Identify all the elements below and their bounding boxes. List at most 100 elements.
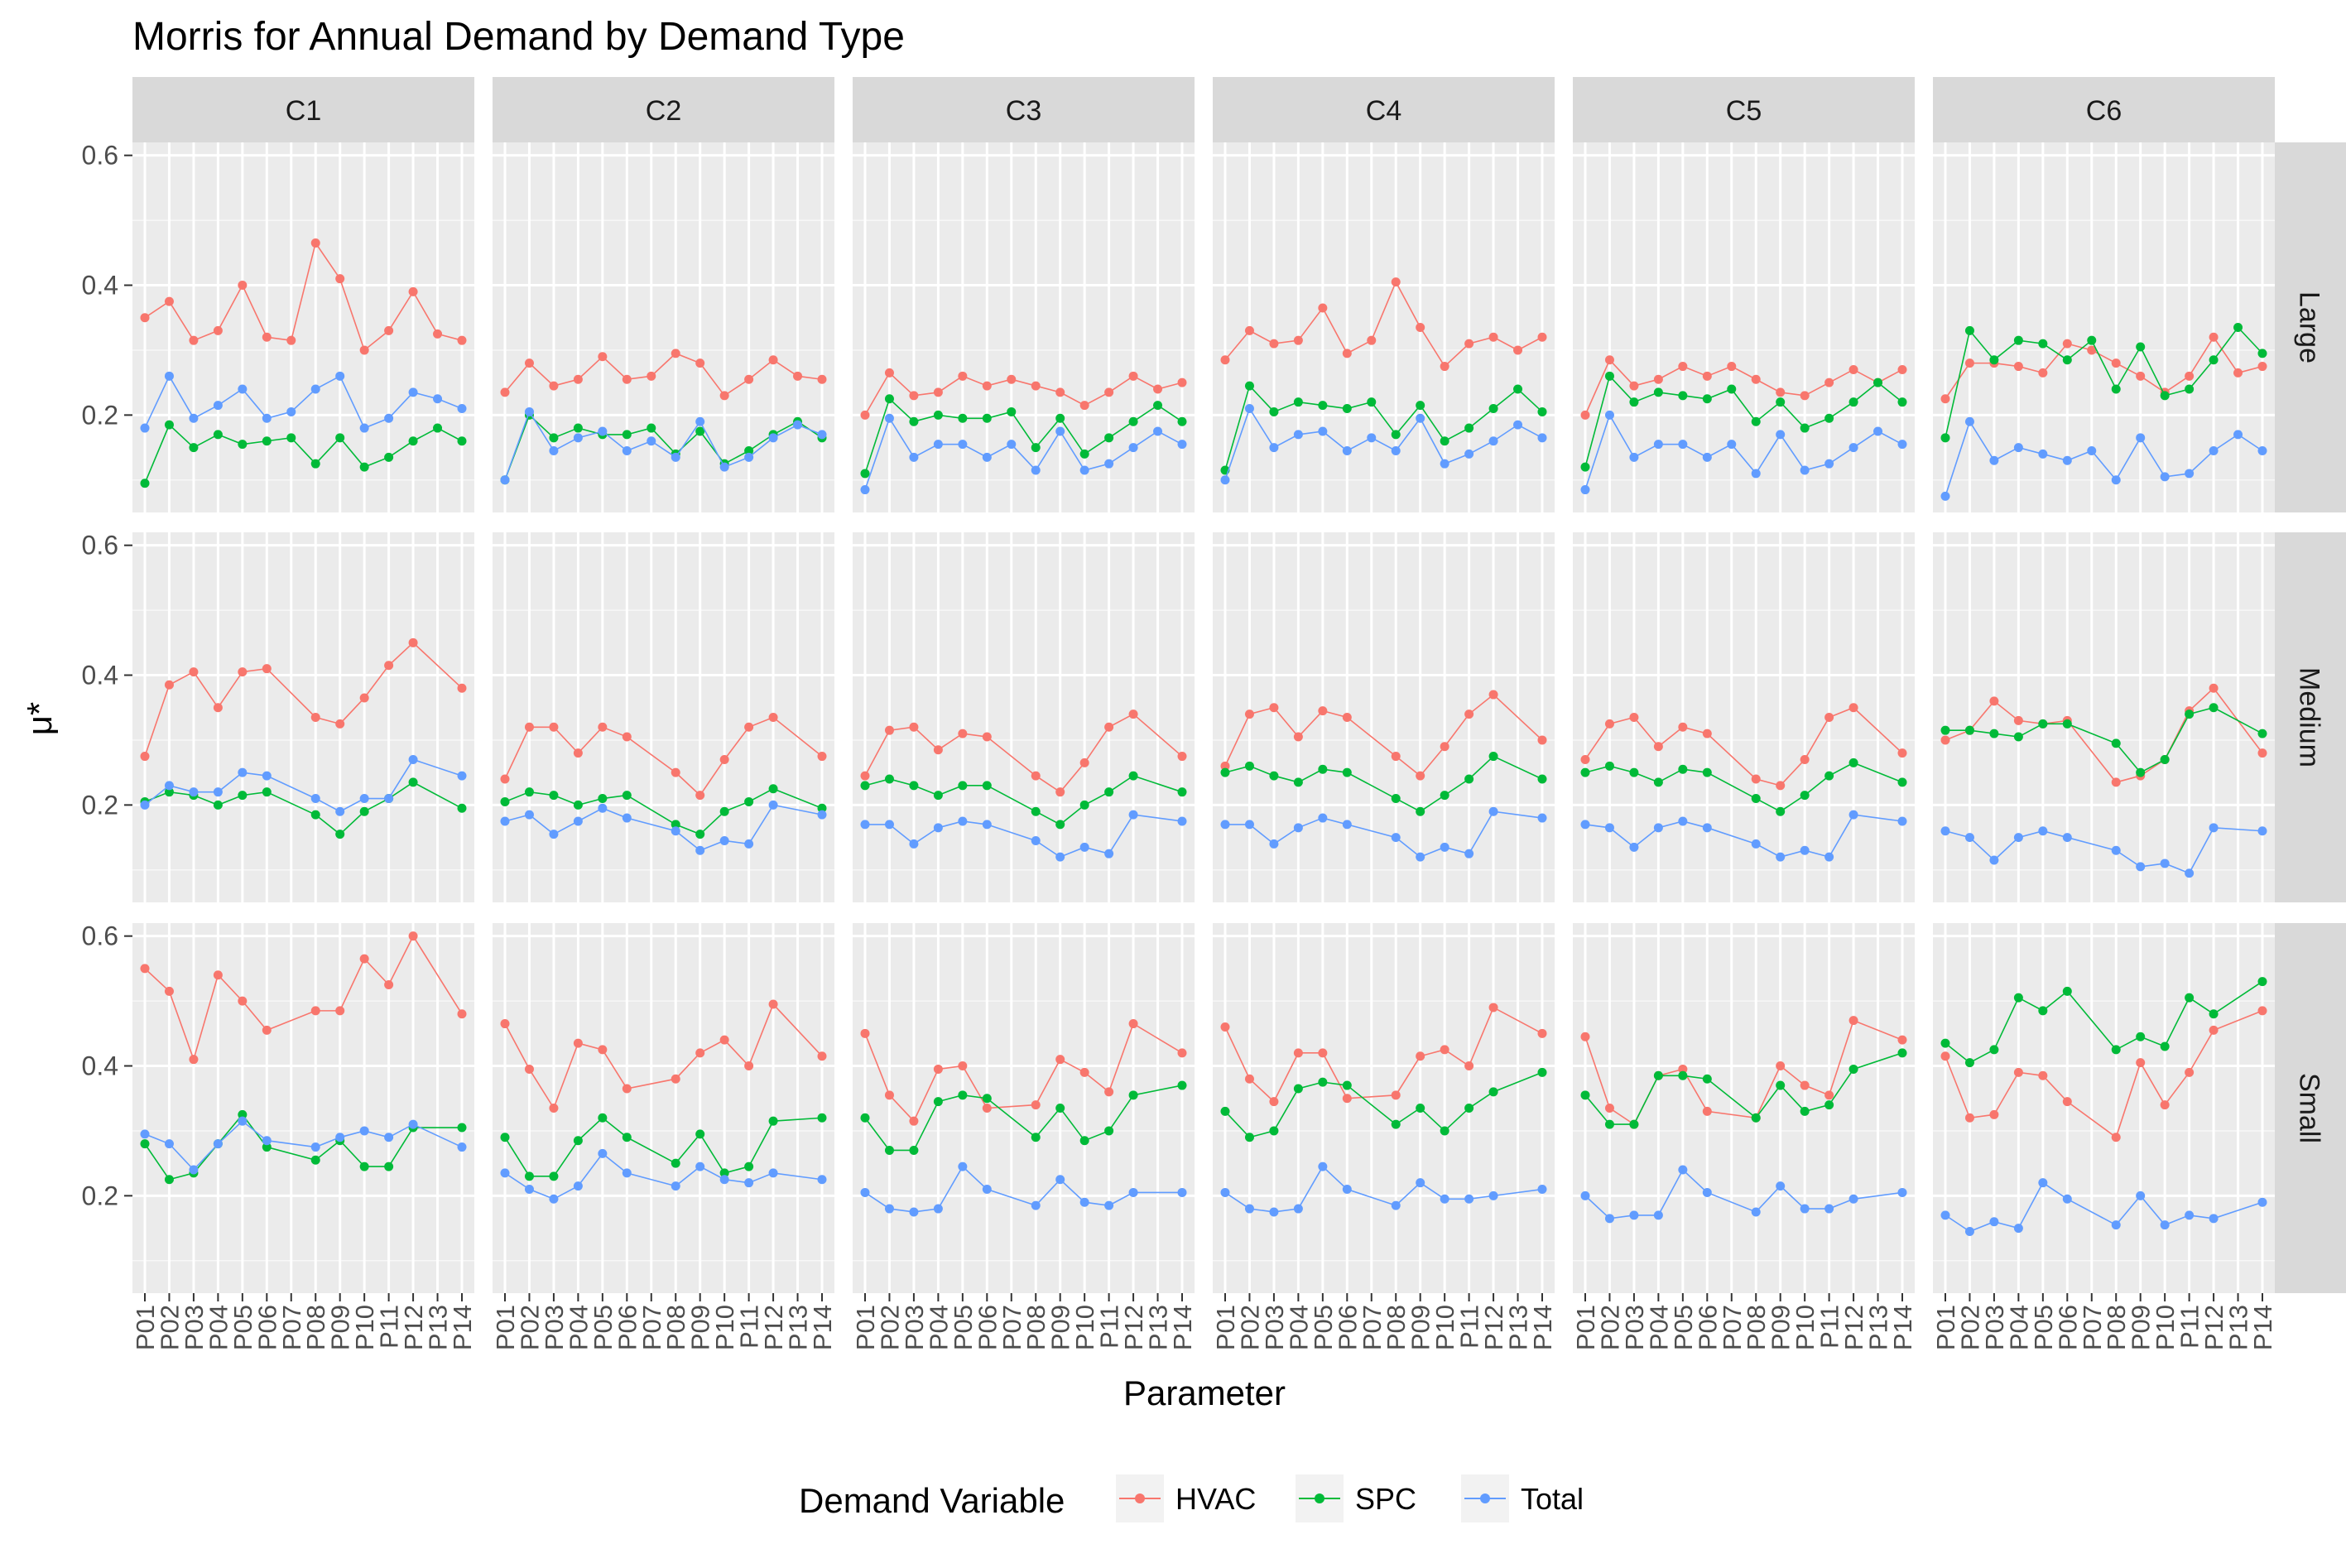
point-total-p01 (1580, 485, 1590, 495)
point-total-p02 (1964, 833, 1974, 843)
point-spc-p01 (500, 796, 510, 806)
point-spc-p03 (1989, 729, 1999, 738)
point-spc-p05 (958, 781, 968, 791)
point-spc-p04 (573, 800, 583, 810)
point-spc-p12 (2209, 703, 2219, 713)
series-line-total (504, 804, 823, 852)
point-hvac-p11 (1824, 1090, 1834, 1100)
point-spc-p04 (573, 423, 583, 433)
point-hvac-p08 (1391, 752, 1401, 762)
point-total-p14 (1897, 440, 1907, 450)
point-spc-p03 (1629, 767, 1639, 777)
point-total-p09 (335, 1133, 345, 1142)
strip-c6 (1933, 77, 2275, 142)
point-total-p09 (335, 806, 345, 816)
strip-label-large: Large (2294, 291, 2325, 363)
x-tick-label: P07 (2078, 1305, 2107, 1350)
point-spc-p06 (622, 791, 632, 801)
point-hvac-p03 (549, 381, 559, 391)
point-total-p02 (1604, 1214, 1614, 1224)
point-total-p10 (1440, 842, 1449, 852)
point-hvac-p05 (958, 371, 968, 381)
point-total-p12 (1488, 1190, 1498, 1200)
point-spc-p03 (1269, 771, 1279, 781)
point-total-p06 (622, 446, 632, 455)
point-spc-p02 (1964, 325, 1974, 335)
point-hvac-p14 (1177, 752, 1187, 762)
point-total-p04 (933, 1204, 943, 1214)
point-spc-p04 (573, 1136, 583, 1146)
point-spc-p14 (1177, 787, 1187, 797)
point-spc-p04 (1293, 397, 1303, 407)
legend-label-hvac: HVAC (1175, 1482, 1256, 1516)
point-spc-p11 (384, 1162, 394, 1171)
point-hvac-p12 (2209, 683, 2219, 693)
point-total-p14 (1177, 440, 1187, 450)
point-spc-p02 (164, 787, 174, 797)
point-spc-p09 (695, 426, 705, 436)
point-spc-p01 (860, 1113, 870, 1123)
panel-medium-c4 (1213, 532, 1555, 902)
point-hvac-p14 (817, 752, 827, 762)
point-spc-p02 (524, 1171, 534, 1181)
x-tick-label: P04 (2004, 1305, 2033, 1350)
point-spc-p05 (2038, 719, 2048, 729)
point-hvac-p09 (1776, 781, 1786, 791)
point-hvac-p04 (573, 748, 583, 758)
point-total-p01 (860, 485, 870, 495)
point-total-p09 (1055, 426, 1065, 436)
point-hvac-p03 (909, 722, 919, 732)
point-hvac-p12 (1488, 1003, 1498, 1012)
point-hvac-p03 (189, 335, 199, 345)
x-tick-label: P09 (2127, 1305, 2156, 1350)
point-spc-p11 (744, 796, 754, 806)
point-total-p03 (1989, 1217, 1999, 1227)
point-spc-p13 (2233, 323, 2243, 332)
point-spc-p05 (1318, 764, 1328, 774)
point-spc-p04 (1653, 1070, 1663, 1080)
point-hvac-p05 (238, 996, 248, 1006)
point-spc-p06 (1702, 767, 1712, 777)
point-spc-p06 (262, 1142, 272, 1152)
point-hvac-p02 (884, 1090, 894, 1100)
point-hvac-p14 (2257, 748, 2267, 758)
point-hvac-p03 (549, 722, 559, 732)
point-hvac-p03 (909, 1116, 919, 1126)
x-tick-label: P06 (1333, 1305, 1362, 1350)
point-spc-p05 (1318, 401, 1328, 411)
point-total-p02 (524, 406, 534, 416)
point-spc-p06 (1342, 1080, 1352, 1090)
point-hvac-p01 (500, 387, 510, 397)
y-tick-label: 0.6 (82, 531, 118, 560)
point-total-p12 (408, 387, 418, 397)
point-total-p08 (1031, 465, 1041, 475)
point-spc-p11 (1464, 1104, 1474, 1113)
point-hvac-p02 (524, 722, 534, 732)
x-tick-label: P10 (1070, 1305, 1099, 1350)
strip-c5 (1573, 77, 1915, 142)
point-total-p12 (2209, 1214, 2219, 1224)
point-spc-p12 (768, 1116, 778, 1126)
point-total-p06 (1702, 823, 1712, 833)
point-total-p04 (573, 816, 583, 826)
point-hvac-p02 (1604, 719, 1614, 729)
point-hvac-p08 (2111, 777, 2121, 787)
x-tick-label: P12 (399, 1305, 428, 1350)
x-tick-label: P05 (949, 1305, 978, 1350)
point-spc-p12 (1848, 758, 1858, 767)
point-total-p12 (1488, 436, 1498, 446)
x-tick-label: P07 (277, 1305, 306, 1350)
point-hvac-p10 (719, 1035, 729, 1045)
point-spc-p02 (1604, 761, 1614, 771)
point-spc-p14 (457, 436, 467, 446)
panel-large-c5 (1573, 142, 1915, 512)
point-hvac-p09 (1416, 1051, 1425, 1061)
point-hvac-p09 (1416, 323, 1425, 332)
point-hvac-p06 (982, 1104, 992, 1113)
point-spc-p10 (1079, 1136, 1089, 1146)
point-spc-p13 (433, 423, 443, 433)
point-total-p02 (1964, 416, 1974, 426)
point-total-p01 (1220, 1187, 1230, 1197)
point-total-p11 (1104, 459, 1114, 469)
